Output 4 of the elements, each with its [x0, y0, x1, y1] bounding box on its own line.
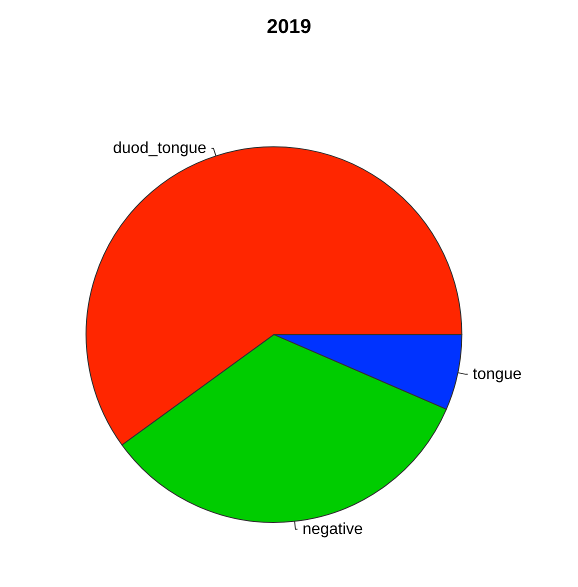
slice-label: duod_tongue [113, 140, 207, 157]
slice-label: negative [302, 520, 364, 538]
slice-label: tongue [472, 366, 522, 383]
chart-title: 2019 [266, 16, 312, 38]
